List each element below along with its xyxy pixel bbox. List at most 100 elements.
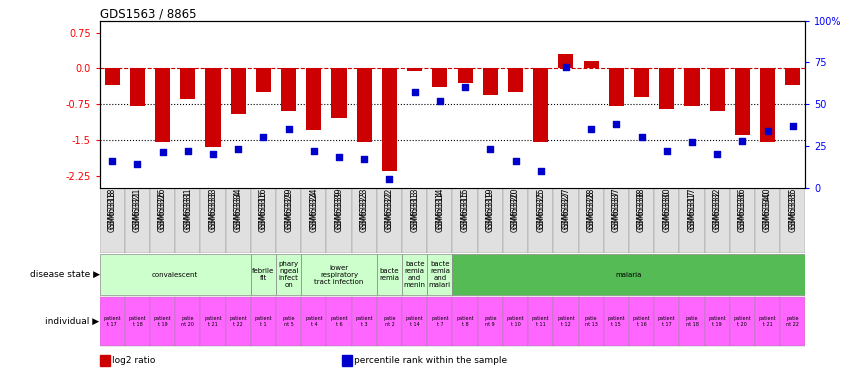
FancyBboxPatch shape: [427, 297, 452, 346]
FancyBboxPatch shape: [427, 254, 452, 296]
Point: [333, 154, 346, 160]
FancyBboxPatch shape: [377, 188, 402, 253]
FancyBboxPatch shape: [402, 254, 427, 296]
Text: GSM63315: GSM63315: [461, 191, 469, 232]
Text: GSM63322: GSM63322: [385, 188, 394, 229]
FancyBboxPatch shape: [301, 297, 326, 346]
FancyBboxPatch shape: [452, 297, 478, 346]
Text: GSM63315: GSM63315: [461, 188, 469, 229]
Text: patient
t 7: patient t 7: [431, 316, 449, 327]
FancyBboxPatch shape: [301, 254, 377, 296]
Bar: [357, 68, 372, 142]
Text: GSM63338: GSM63338: [637, 188, 646, 229]
FancyBboxPatch shape: [553, 297, 578, 346]
FancyBboxPatch shape: [654, 297, 679, 346]
FancyBboxPatch shape: [352, 297, 377, 346]
Text: GSM63332: GSM63332: [713, 191, 721, 232]
FancyBboxPatch shape: [402, 188, 427, 253]
Text: patient
t 21: patient t 21: [204, 316, 222, 327]
FancyBboxPatch shape: [654, 188, 679, 253]
Text: GSM63333: GSM63333: [209, 191, 217, 232]
FancyBboxPatch shape: [301, 188, 326, 253]
Bar: [307, 68, 321, 130]
Text: GSM63337: GSM63337: [612, 188, 621, 229]
Text: GSM63331: GSM63331: [184, 191, 192, 232]
Text: percentile rank within the sample: percentile rank within the sample: [354, 356, 507, 365]
Text: GSM63332: GSM63332: [713, 188, 721, 229]
Point: [256, 135, 270, 141]
Text: GSM63327: GSM63327: [561, 188, 571, 229]
FancyBboxPatch shape: [125, 188, 150, 253]
FancyBboxPatch shape: [705, 188, 730, 253]
Text: patie
nt 13: patie nt 13: [585, 316, 598, 327]
Text: GSM63327: GSM63327: [561, 191, 571, 232]
Point: [585, 126, 598, 132]
Text: GSM63317: GSM63317: [688, 191, 696, 232]
Text: convalescent: convalescent: [152, 272, 198, 278]
FancyBboxPatch shape: [200, 297, 226, 346]
Point: [206, 151, 220, 157]
Text: patient
t 17: patient t 17: [103, 316, 121, 327]
Bar: [709, 68, 725, 111]
Text: febrile
fit: febrile fit: [252, 268, 275, 281]
Bar: [407, 68, 423, 70]
FancyBboxPatch shape: [452, 188, 478, 253]
Bar: [432, 68, 448, 87]
Text: patient
t 16: patient t 16: [633, 316, 650, 327]
Text: disease state ▶: disease state ▶: [29, 270, 100, 279]
FancyBboxPatch shape: [377, 254, 402, 296]
Text: patie
nt 9: patie nt 9: [484, 316, 496, 327]
Bar: [559, 54, 573, 68]
Bar: [508, 68, 523, 92]
FancyBboxPatch shape: [326, 297, 352, 346]
FancyBboxPatch shape: [528, 188, 553, 253]
Point: [685, 140, 699, 146]
Text: patient
t 17: patient t 17: [658, 316, 675, 327]
Text: GSM63337: GSM63337: [612, 191, 621, 232]
FancyBboxPatch shape: [226, 188, 251, 253]
Point: [131, 161, 145, 167]
Text: GSM63329: GSM63329: [284, 191, 293, 232]
Text: GSM63321: GSM63321: [132, 191, 142, 232]
Text: GSM63320: GSM63320: [511, 188, 520, 229]
Text: GSM63335: GSM63335: [788, 191, 798, 232]
Point: [785, 123, 799, 129]
Bar: [684, 68, 700, 106]
FancyBboxPatch shape: [553, 188, 578, 253]
Point: [307, 148, 320, 154]
Point: [559, 64, 572, 70]
Text: patient
t 19: patient t 19: [708, 316, 726, 327]
Point: [281, 126, 295, 132]
Text: GSM63319: GSM63319: [486, 188, 494, 229]
FancyBboxPatch shape: [755, 188, 780, 253]
FancyBboxPatch shape: [578, 188, 604, 253]
Text: phary
ngeal
infect
on: phary ngeal infect on: [279, 261, 299, 288]
Text: lower
respiratory
tract infection: lower respiratory tract infection: [314, 265, 364, 285]
Point: [508, 158, 522, 164]
Text: GSM63328: GSM63328: [586, 191, 596, 232]
FancyBboxPatch shape: [326, 188, 352, 253]
Text: GSM63316: GSM63316: [259, 191, 268, 232]
FancyBboxPatch shape: [705, 297, 730, 346]
FancyBboxPatch shape: [100, 254, 251, 296]
Text: GSM63340: GSM63340: [763, 191, 772, 232]
Text: GSM63334: GSM63334: [234, 191, 242, 232]
Text: GSM63339: GSM63339: [334, 188, 344, 229]
Point: [483, 146, 497, 152]
Text: patie
nt 18: patie nt 18: [686, 316, 698, 327]
Text: patient
t 11: patient t 11: [532, 316, 550, 327]
FancyBboxPatch shape: [251, 297, 276, 346]
FancyBboxPatch shape: [604, 188, 629, 253]
Text: GSM63313: GSM63313: [410, 191, 419, 232]
Point: [458, 84, 472, 90]
FancyBboxPatch shape: [528, 297, 553, 346]
Bar: [734, 68, 750, 135]
FancyBboxPatch shape: [679, 297, 705, 346]
Text: GSM63325: GSM63325: [536, 191, 546, 232]
Text: GSM63321: GSM63321: [132, 188, 142, 229]
Text: GSM63318: GSM63318: [107, 188, 117, 229]
Text: GSM63328: GSM63328: [586, 188, 596, 229]
Text: GSM63322: GSM63322: [385, 191, 394, 232]
Point: [735, 138, 749, 144]
FancyBboxPatch shape: [175, 188, 200, 253]
